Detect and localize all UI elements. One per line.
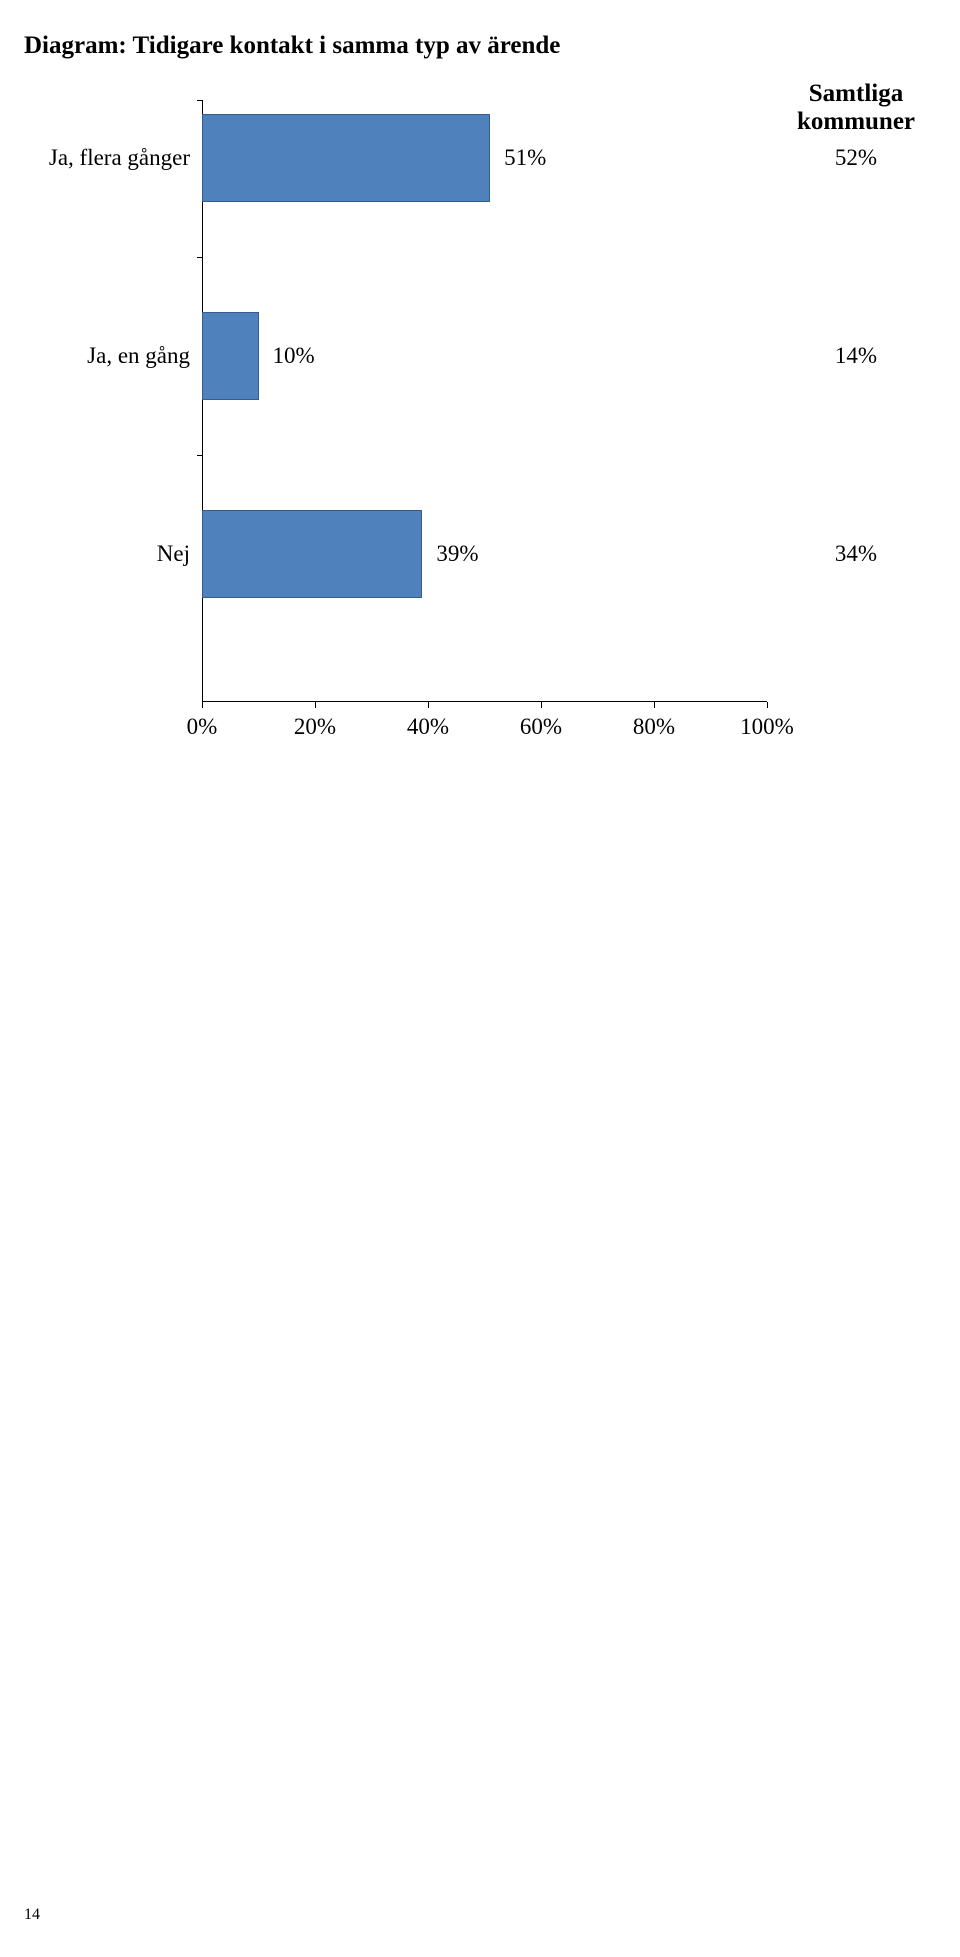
x-tick: [202, 702, 203, 708]
x-tick-label: 20%: [294, 714, 336, 740]
x-tick: [541, 702, 542, 708]
chart-title: Diagram: Tidigare kontakt i samma typ av…: [24, 32, 560, 60]
reference-column-header: Samtliga kommuner: [776, 80, 936, 136]
bar: [202, 114, 490, 202]
bar: [202, 510, 422, 598]
x-tick-label: 80%: [633, 714, 675, 740]
bar: [202, 312, 259, 400]
reference-column-header-line2: kommuner: [776, 108, 936, 136]
bar-value-label: 10%: [273, 343, 315, 369]
bar-value-label: 51%: [504, 145, 546, 171]
bar-value-label: 39%: [436, 541, 478, 567]
x-tick: [315, 702, 316, 708]
category-label: Ja, flera gånger: [49, 145, 202, 171]
reference-value-label: 52%: [835, 145, 877, 171]
x-tick-label: 0%: [187, 714, 218, 740]
x-tick-label: 60%: [520, 714, 562, 740]
y-tick: [197, 100, 203, 101]
x-tick: [767, 702, 768, 708]
page: { "title": "Diagram: Tidigare kontakt i …: [0, 0, 960, 1957]
y-tick: [197, 257, 203, 258]
x-axis: 0%20%40%60%80%100%: [202, 701, 767, 702]
chart-plot-area: 0%20%40%60%80%100% Ja, flera gånger51%52…: [202, 100, 767, 702]
page-number: 14: [24, 1906, 40, 1924]
x-tick-label: 100%: [740, 714, 794, 740]
reference-value-label: 34%: [835, 541, 877, 567]
x-tick-label: 40%: [407, 714, 449, 740]
y-tick: [197, 455, 203, 456]
x-tick: [428, 702, 429, 708]
category-label: Ja, en gång: [87, 343, 202, 369]
reference-value-label: 14%: [835, 343, 877, 369]
x-tick: [654, 702, 655, 708]
category-label: Nej: [157, 541, 202, 567]
reference-column-header-line1: Samtliga: [776, 80, 936, 108]
